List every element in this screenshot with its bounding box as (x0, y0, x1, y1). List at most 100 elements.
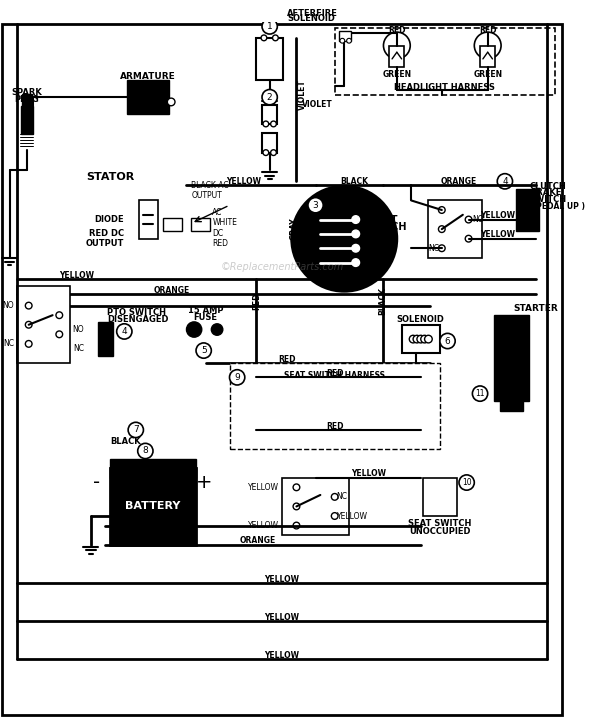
Circle shape (332, 513, 338, 519)
Bar (230, 363, 440, 449)
Text: YELLOW: YELLOW (59, 270, 94, 279)
Bar (30, 181, 37, 191)
Circle shape (413, 335, 421, 343)
Bar (480, 46, 496, 67)
Text: 4: 4 (502, 177, 508, 186)
Bar (86, 248, 97, 257)
Text: 9: 9 (234, 373, 240, 382)
Text: NO: NO (3, 301, 14, 310)
Circle shape (293, 522, 300, 529)
Text: NC: NC (428, 244, 440, 253)
Bar (22, 95, 31, 105)
Circle shape (352, 244, 359, 252)
Text: YELLOW: YELLOW (264, 574, 300, 584)
Circle shape (271, 150, 276, 156)
Circle shape (477, 339, 493, 354)
Bar (175, 172, 183, 181)
Bar (68, 241, 80, 252)
Bar (139, 201, 158, 238)
Bar (402, 325, 440, 353)
Text: YELLOW: YELLOW (264, 651, 300, 660)
Bar (161, 134, 172, 147)
Circle shape (211, 324, 223, 335)
Text: ( PEDAL UP ): ( PEDAL UP ) (530, 201, 585, 211)
Circle shape (466, 236, 472, 242)
Bar (32, 199, 42, 210)
Bar (516, 189, 539, 231)
Text: NC: NC (73, 344, 84, 353)
Text: 11: 11 (476, 389, 485, 398)
Text: SWITCH: SWITCH (530, 195, 567, 204)
Circle shape (128, 422, 143, 438)
Bar (155, 223, 167, 236)
Text: STATOR: STATOR (86, 172, 134, 182)
Text: YELLOW: YELLOW (264, 613, 300, 622)
Circle shape (263, 121, 268, 126)
Bar (114, 105, 126, 115)
Text: GREEN: GREEN (473, 70, 502, 79)
Circle shape (340, 39, 345, 43)
Text: 15 AMP: 15 AMP (188, 306, 224, 315)
Circle shape (70, 137, 150, 217)
Text: YELLOW: YELLOW (480, 230, 514, 239)
Text: RED: RED (326, 369, 343, 378)
Text: NO: NO (73, 325, 84, 334)
Circle shape (409, 335, 417, 343)
Circle shape (497, 174, 513, 189)
Text: BATTERY: BATTERY (125, 502, 181, 511)
Circle shape (56, 331, 63, 337)
Text: DIODE: DIODE (94, 215, 124, 224)
Text: 4: 4 (122, 327, 127, 336)
Text: NC: NC (337, 492, 348, 502)
Circle shape (261, 35, 267, 41)
Circle shape (137, 443, 153, 459)
Bar (35, 143, 47, 155)
Text: DISENGAGED: DISENGAGED (107, 315, 169, 324)
Text: 3: 3 (313, 201, 319, 209)
Text: BLACK AC
OUTPUT: BLACK AC OUTPUT (191, 181, 229, 201)
Circle shape (56, 312, 63, 318)
Circle shape (474, 32, 501, 59)
Text: STARTER: STARTER (513, 304, 558, 313)
Text: GREEN: GREEN (382, 70, 411, 79)
Bar (422, 478, 457, 516)
Text: 5: 5 (201, 346, 206, 355)
Text: PLUG: PLUG (14, 95, 39, 103)
Bar (494, 316, 529, 401)
Text: YELLOW: YELLOW (227, 177, 261, 186)
Circle shape (168, 98, 175, 105)
Circle shape (352, 230, 359, 238)
Bar (339, 31, 351, 41)
Bar (21, 105, 32, 134)
Circle shape (262, 89, 277, 105)
Bar (166, 207, 177, 220)
Bar (110, 459, 196, 478)
Text: SOLENOID: SOLENOID (397, 316, 445, 324)
Circle shape (196, 343, 211, 358)
Circle shape (421, 335, 428, 343)
Text: ©ReplacementParts.com: ©ReplacementParts.com (221, 262, 344, 273)
Text: RED: RED (479, 25, 496, 35)
Text: BLACK: BLACK (110, 437, 140, 446)
Bar (124, 245, 135, 255)
Bar (97, 105, 106, 113)
Circle shape (262, 19, 277, 34)
Text: START: START (363, 214, 398, 225)
Text: ARMATURE: ARMATURE (120, 72, 176, 81)
Circle shape (352, 216, 359, 223)
Bar (30, 161, 40, 173)
Circle shape (291, 186, 397, 292)
Circle shape (438, 206, 445, 213)
Bar (132, 111, 145, 121)
Circle shape (293, 503, 300, 510)
Text: RED: RED (326, 422, 343, 430)
Text: 6: 6 (445, 337, 450, 345)
Circle shape (308, 198, 323, 213)
Text: YELLOW: YELLOW (248, 521, 279, 530)
Circle shape (271, 121, 276, 126)
Text: BRAKE: BRAKE (530, 188, 561, 197)
Text: YELLOW: YELLOW (248, 483, 279, 491)
Circle shape (440, 334, 455, 349)
Text: SWITCH: SWITCH (363, 222, 407, 232)
Text: RED: RED (252, 292, 261, 310)
